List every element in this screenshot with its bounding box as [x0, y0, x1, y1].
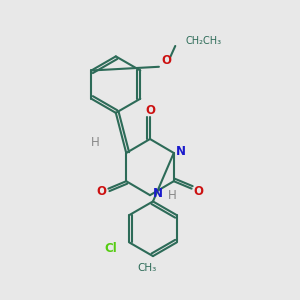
Text: H: H: [168, 189, 177, 202]
Text: CH₃: CH₃: [137, 263, 157, 273]
Text: O: O: [161, 54, 171, 67]
Text: N: N: [176, 145, 186, 158]
Text: O: O: [193, 184, 203, 197]
Text: O: O: [97, 184, 107, 197]
Text: H: H: [91, 136, 99, 149]
Text: CH₂CH₃: CH₂CH₃: [185, 36, 221, 46]
Text: N: N: [152, 187, 162, 200]
Text: Cl: Cl: [104, 242, 117, 255]
Text: O: O: [145, 104, 155, 117]
